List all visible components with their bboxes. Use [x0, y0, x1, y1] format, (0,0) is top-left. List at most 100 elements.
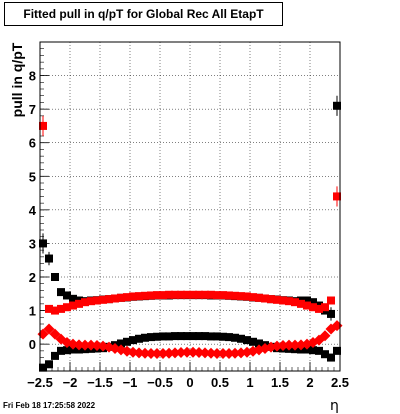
- x-tick-label: −0.5: [147, 375, 173, 390]
- series-3-point: [279, 296, 287, 305]
- series-3-point: [177, 290, 185, 299]
- x-tick-label: 1.5: [271, 375, 289, 390]
- series-2-point: [283, 339, 295, 351]
- series-3-point: [255, 293, 263, 302]
- series-3-point: [165, 290, 173, 299]
- series-0-point: [117, 339, 125, 348]
- series-2-point: [43, 323, 55, 335]
- x-tick-label: 1: [246, 375, 253, 390]
- series-2-point: [163, 347, 175, 359]
- series-1-point: [309, 298, 317, 307]
- series-1-point: [57, 288, 65, 297]
- series-3-point: [141, 291, 149, 300]
- series-0-point: [159, 332, 167, 341]
- series-1-point: [303, 296, 311, 305]
- series-3-point: [231, 291, 239, 300]
- series-0-point: [165, 332, 173, 341]
- series-2-point: [289, 339, 301, 351]
- series-0-point: [321, 350, 329, 359]
- y-axis-label: pull in q/pT: [9, 42, 25, 118]
- series-3-point: [45, 304, 53, 313]
- series-0-point: [201, 332, 209, 341]
- series-3-point: [81, 298, 89, 307]
- series-3-point: [243, 292, 251, 301]
- series-2-point: [49, 328, 61, 340]
- series-2-point: [181, 346, 193, 358]
- x-tick-label: −1: [123, 375, 138, 390]
- series-0-point: [189, 332, 197, 341]
- series-2-point: [277, 339, 289, 351]
- series-1-point: [333, 101, 341, 110]
- series-1-point: [45, 254, 53, 263]
- series-3-point: [249, 293, 257, 302]
- y-tick-label: 7: [29, 102, 36, 117]
- series-2-point: [79, 339, 91, 351]
- series-0-point: [315, 346, 323, 355]
- series-3-point: [213, 291, 221, 300]
- y-tick-label: 8: [29, 69, 36, 84]
- series-2-point: [139, 347, 151, 359]
- series-1-point: [63, 291, 71, 300]
- series-0-point: [141, 333, 149, 342]
- series-1-point: [39, 239, 47, 248]
- series-0-point: [249, 337, 257, 346]
- series-3-point: [105, 295, 113, 304]
- series-0-point: [237, 334, 245, 343]
- series-2-point: [319, 330, 331, 342]
- series-3-point: [87, 297, 95, 306]
- series-3-point: [93, 296, 101, 305]
- series-0-point: [177, 332, 185, 341]
- series-2-point: [169, 347, 181, 359]
- series-3-point: [153, 291, 161, 300]
- series-0-point: [57, 346, 65, 355]
- timestamp: Fri Feb 18 17:25:58 2022: [3, 401, 96, 410]
- series-3-point: [267, 295, 275, 304]
- series-3-point: [111, 294, 119, 303]
- series-3-point: [273, 295, 281, 304]
- chart-title-box: Fitted pull in q/pT for Global Rec All E…: [4, 2, 283, 26]
- series-0-point: [123, 337, 131, 346]
- y-tick-label: 6: [29, 136, 36, 151]
- series-0-point: [129, 336, 137, 345]
- series-1-point: [69, 294, 77, 303]
- series-3-point: [195, 290, 203, 299]
- series-3-point: [39, 121, 47, 130]
- series-0-point: [327, 353, 335, 362]
- plot-frame-border: [39, 41, 341, 372]
- series-2-point: [187, 346, 199, 358]
- series-3-point: [285, 297, 293, 306]
- series-0-point: [333, 346, 341, 355]
- series-0-point: [147, 333, 155, 342]
- series-0-point: [309, 346, 317, 355]
- series-3-point: [219, 291, 227, 300]
- series-2-point: [229, 347, 241, 359]
- x-axis-label: η: [330, 398, 339, 414]
- series-0-point: [39, 363, 47, 372]
- series-3-point: [237, 292, 245, 301]
- series-3-point: [327, 296, 335, 305]
- chart-title: Fitted pull in q/pT for Global Rec All E…: [23, 7, 264, 21]
- series-0-point: [135, 334, 143, 343]
- series-3-point: [69, 301, 77, 310]
- series-2-point: [199, 347, 211, 359]
- series-2-point: [193, 347, 205, 359]
- series-3-point: [147, 291, 155, 300]
- series-3-point: [189, 290, 197, 299]
- x-tick-label: 2: [306, 375, 313, 390]
- series-3-point: [129, 292, 137, 301]
- series-0-point: [45, 360, 53, 369]
- series-2-point: [157, 348, 169, 360]
- series-2-point: [85, 339, 97, 351]
- series-2-point: [133, 347, 145, 359]
- series-3-point: [135, 292, 143, 301]
- series-2-point: [73, 339, 85, 351]
- series-3-point: [201, 290, 209, 299]
- series-3-point: [321, 303, 329, 312]
- series-2-point: [223, 348, 235, 360]
- series-3-point: [51, 306, 59, 315]
- series-3-point: [291, 298, 299, 307]
- y-tick-label: 2: [29, 270, 36, 285]
- x-tick-label: −1.5: [87, 375, 113, 390]
- x-tick-label: 0.5: [211, 375, 229, 390]
